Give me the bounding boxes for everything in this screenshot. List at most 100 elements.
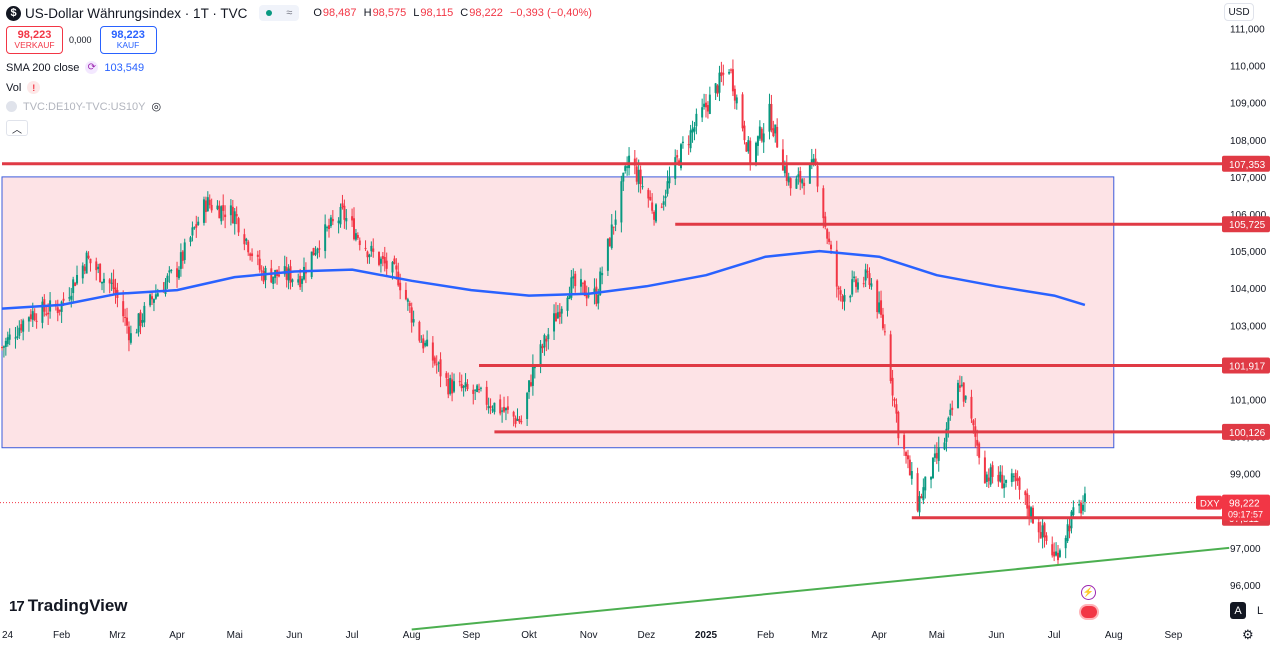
sell-button[interactable]: 98,223 VERKAUF [6,26,63,54]
candle-body [587,295,590,297]
candle [410,302,413,333]
candle-body [668,177,671,184]
candle-body [22,320,25,332]
gear-icon[interactable]: ⚙ [1242,627,1254,642]
candle [108,278,111,294]
time-axis-label: Mrz [109,630,126,641]
candle [431,336,434,368]
candle-body [606,238,609,271]
candle-body [774,124,777,134]
candle [937,436,940,472]
candle-body [951,407,954,410]
candle [947,416,950,438]
candle [553,304,556,341]
buy-button[interactable]: 98,223 KAUF [99,26,157,54]
candle-body [922,487,925,501]
volume-indicator-legend[interactable]: Vol ! [6,81,41,94]
hidden-eye-icon[interactable]: ◎ [151,101,162,113]
candle-body [404,289,407,300]
candle [501,407,504,423]
time-axis-label: Feb [757,630,775,641]
candle [479,386,482,392]
us-flag-event-icon[interactable] [1079,604,1099,620]
candle [206,191,209,212]
candle-body [1018,477,1021,490]
candle [324,214,327,259]
flash-event-icon[interactable]: ⚡ [1081,585,1096,600]
candle-body [1028,505,1031,517]
candle-body [399,282,402,291]
log-scale-button[interactable]: L [1256,604,1264,617]
sell-label: VERKAUF [14,40,55,51]
candle-body [247,241,250,253]
sma-indicator-legend[interactable]: SMA 200 close ⟳ 103,549 [6,61,144,74]
candle [8,328,11,346]
time-axis-label: Mai [929,630,945,641]
candle [231,199,234,224]
candle-body [1031,507,1034,524]
candle-body [302,266,305,280]
candle [758,120,761,141]
candle-body [830,244,833,250]
candle [339,203,342,228]
candle-body [62,298,65,301]
candle [251,248,254,262]
candle-body [189,237,192,242]
candle-body [1083,493,1086,502]
candle-body [283,266,286,275]
candle-body [35,320,38,322]
level-label-text: 101,917 [1229,361,1266,372]
candle-body [662,201,665,205]
candle [503,396,506,413]
candle [331,210,334,226]
candle [287,264,290,290]
candle [33,308,36,322]
candle-body [756,136,759,146]
candle-body [345,218,348,222]
candle [229,199,232,226]
time-axis-label: Apr [871,630,887,641]
candle [651,193,654,214]
candle [728,69,731,75]
candle [1068,516,1071,539]
candle-body [166,275,169,282]
currency-selector[interactable]: USD [1224,3,1254,21]
candle [493,402,496,415]
candle-body [326,227,329,229]
auto-scale-button[interactable]: A [1230,602,1246,619]
candle [424,340,427,348]
candle-body [224,214,227,218]
candle [453,373,456,394]
tradingview-mark-icon: 17 [9,597,25,615]
candle [916,467,919,513]
candle [918,491,921,518]
candle-body [70,295,73,300]
symbol-title[interactable]: US-Dollar Währungsindex · 1T · TVC [25,5,248,21]
candle-body [908,459,911,476]
ohlc-close: 98,222 [469,7,503,19]
candle [647,187,650,208]
candle [164,278,167,297]
candle-body [8,334,11,340]
candle-body [168,270,171,273]
ohlc-change: −0,393 (−0,40%) [509,7,592,19]
candle-body [574,273,577,287]
candle [870,278,873,290]
collapse-legend-button[interactable]: ︿ [6,120,28,136]
spread-indicator-legend[interactable]: TVC:DE10Y-TVC:US10Y ◎ [6,100,161,113]
candle [216,200,219,211]
candle-body [579,279,582,287]
market-status-pill[interactable]: ≈ [259,5,300,21]
candle-body [45,313,48,315]
candle-body [231,206,234,224]
candle [193,226,196,230]
candle-body [674,157,677,179]
candle-body [837,287,840,290]
candle [1016,470,1019,486]
candle-body [139,312,142,326]
candle [327,218,330,238]
level-label-bg [1222,423,1270,440]
candle-body [235,213,238,217]
candle-body [554,313,557,322]
